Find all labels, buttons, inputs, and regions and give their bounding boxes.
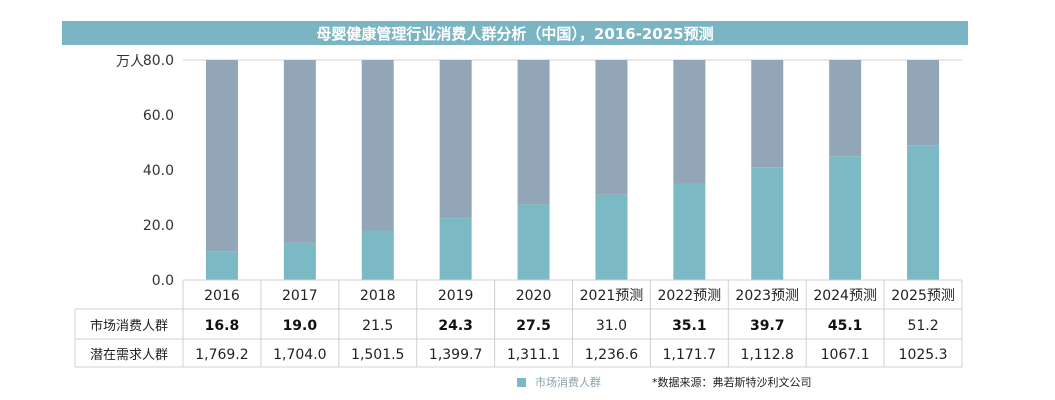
- x-tick-label: 2024预测: [813, 288, 877, 304]
- table-value: 1,171.7: [663, 347, 716, 363]
- bar-potential: [829, 60, 862, 157]
- bar-potential: [205, 60, 238, 252]
- bar-market: [439, 218, 472, 280]
- table-value: 19.0: [283, 318, 318, 334]
- y-tick-label: 80.0: [143, 53, 174, 69]
- data-table: 2016 2017 2018 2019 2020 2021预测 2022预测 2023预测 20…: [74, 279, 963, 368]
- bar-potential: [751, 60, 784, 168]
- bar-market: [517, 204, 550, 280]
- table-value: 16.8: [205, 318, 240, 334]
- table-value: 35.1: [672, 318, 707, 334]
- table-value: 39.7: [750, 318, 785, 334]
- bar-potential: [361, 60, 394, 231]
- bar-market: [595, 194, 628, 280]
- bar-potential: [673, 60, 706, 184]
- y-tick-label: 60.0: [143, 108, 174, 124]
- bar-market: [361, 230, 394, 280]
- bar-market: [205, 251, 238, 280]
- bar-market: [673, 183, 706, 280]
- bar-potential: [517, 60, 550, 205]
- legend-swatch-market: [517, 378, 526, 387]
- x-tick-label: 2019: [438, 288, 474, 304]
- table-value: 1,769.2: [195, 347, 248, 363]
- table-value: 1,501.5: [351, 347, 404, 363]
- y-axis: 80.0 60.0 40.0 20.0 0.0: [143, 53, 174, 289]
- x-tick-label: 2025预测: [891, 288, 955, 304]
- table-row-label: 潜在需求人群: [90, 348, 168, 363]
- table-value: 1067.1: [821, 347, 870, 363]
- source-note: *数据来源：弗若斯特沙利文公司: [652, 375, 812, 389]
- y-tick-label: 20.0: [143, 218, 174, 234]
- table-value: 31.0: [596, 318, 627, 334]
- bar-potential: [283, 60, 316, 243]
- table-value: 24.3: [438, 318, 473, 334]
- bars: [205, 60, 940, 280]
- y-tick-label: 0.0: [152, 273, 174, 289]
- table-value: 1,112.8: [741, 347, 794, 363]
- x-tick-label: 2022预测: [658, 288, 722, 304]
- legend: 市场消费人群: [517, 375, 601, 389]
- y-tick-label: 40.0: [143, 163, 174, 179]
- x-tick-label: 2020: [516, 288, 552, 304]
- bar-potential: [439, 60, 472, 219]
- table-value: 51.2: [907, 318, 938, 334]
- bar-potential: [595, 60, 628, 195]
- x-tick-label: 2023预测: [735, 288, 799, 304]
- table-value: 1,311.1: [507, 347, 560, 363]
- chart-title: 母婴健康管理行业消费人群分析（中国），2016-2025预测: [62, 21, 968, 45]
- x-tick-label: 2021预测: [580, 288, 644, 304]
- bar-market: [283, 242, 316, 280]
- table-row-label: 市场消费人群: [90, 318, 168, 334]
- x-tick-label: 2018: [360, 288, 396, 304]
- legend-label-market: 市场消费人群: [535, 375, 601, 389]
- x-tick-label: 2016: [204, 288, 240, 304]
- table-value: 21.5: [362, 318, 393, 334]
- bar-potential: [907, 60, 940, 146]
- y-axis-label: 万人: [116, 54, 144, 70]
- bar-market: [907, 145, 940, 280]
- table-value: 45.1: [828, 318, 863, 334]
- x-tick-label: 2017: [282, 288, 318, 304]
- table-value: 1,236.6: [585, 347, 639, 363]
- bar-market: [829, 156, 862, 280]
- bar-market: [751, 167, 784, 280]
- table-value: 1,704.0: [273, 347, 326, 363]
- table-value: 27.5: [516, 318, 551, 334]
- table-value: 1,399.7: [429, 347, 482, 363]
- table-value: 1025.3: [899, 347, 948, 363]
